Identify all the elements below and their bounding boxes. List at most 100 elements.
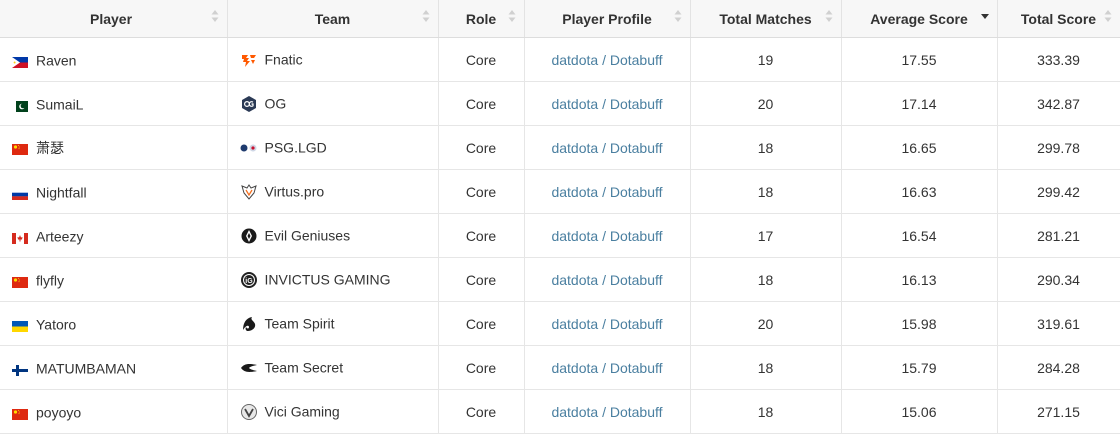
datdota-link[interactable]: datdota (551, 359, 599, 376)
table-row: flyfly iG INVICTUS GAMING Core datdota / Dot… (0, 257, 1120, 302)
player-cell: Raven (0, 37, 228, 82)
datdota-link[interactable]: datdota (551, 403, 599, 420)
table-row: poyoyo Vici Gaming Core datdota / Dotabuff 1… (0, 389, 1120, 434)
table-row: MATUMBAMAN Team Secret Core datdota / Dotab… (0, 345, 1120, 390)
player-cell: Arteezy (0, 213, 228, 258)
role-cell: Core (438, 345, 525, 390)
total-matches-cell: 18 (690, 169, 842, 214)
team-name: Team Spirit (264, 315, 335, 332)
total-matches-cell: 19 (690, 37, 842, 82)
role-cell: Core (438, 125, 525, 170)
finland-flag-icon (12, 363, 28, 376)
column-header-average-score[interactable]: Average Score (841, 0, 998, 38)
role-cell: Core (438, 169, 525, 214)
sort-icon[interactable] (1104, 9, 1112, 23)
table-row: Raven Fnatic Core datdota / Dotabuff 19 17.55… (0, 37, 1120, 82)
team-spirit-logo-icon (240, 315, 258, 333)
player-cell: flyfly (0, 257, 228, 302)
link-separator: / (598, 359, 610, 376)
dotabuff-link[interactable]: Dotabuff (609, 315, 663, 332)
column-header-total-matches[interactable]: Total Matches (690, 0, 842, 38)
sort-icon[interactable] (674, 9, 682, 23)
team-name: Team Secret (264, 359, 344, 376)
sort-icon[interactable] (211, 9, 219, 23)
dotabuff-link[interactable]: Dotabuff (609, 51, 663, 68)
dotabuff-link[interactable]: Dotabuff (609, 139, 663, 156)
datdota-link[interactable]: datdota (551, 227, 599, 244)
player-profile-cell: datdota / Dotabuff (524, 345, 691, 390)
dotabuff-link[interactable]: Dotabuff (609, 95, 663, 112)
pakistan-flag-icon (12, 99, 28, 112)
svg-text:iG: iG (245, 278, 253, 285)
sort-icon[interactable] (422, 9, 430, 23)
player-name: Arteezy (36, 228, 84, 245)
column-header-label: Team (314, 10, 351, 27)
sort-icon[interactable] (508, 9, 516, 23)
datdota-link[interactable]: datdota (551, 139, 599, 156)
team-cell: Virtus.pro (227, 169, 439, 214)
link-separator: / (598, 315, 610, 332)
table-row: Arteezy Evil Geniuses Core datdota / Dotabu… (0, 213, 1120, 258)
total-matches-cell: 20 (690, 81, 842, 126)
column-header-label: Player (90, 10, 133, 27)
team-cell: Team Secret (227, 345, 439, 390)
column-header-team[interactable]: Team (227, 0, 439, 38)
datdota-link[interactable]: datdota (551, 315, 599, 332)
table-row: Nightfall Virtus.pro Core datdota / Dotabuf… (0, 169, 1120, 214)
column-header-role[interactable]: Role (438, 0, 525, 38)
link-separator: / (598, 139, 610, 156)
role-cell: Core (438, 81, 525, 126)
team-secret-logo-icon (240, 359, 258, 377)
player-cell: poyoyo (0, 389, 228, 434)
china-flag-icon (12, 407, 28, 420)
sort-icon[interactable] (825, 9, 833, 23)
total-score-cell: 333.39 (997, 37, 1120, 82)
link-separator: / (598, 403, 610, 420)
dotabuff-link[interactable]: Dotabuff (609, 271, 663, 288)
average-score-cell: 16.13 (841, 257, 998, 302)
total-score-cell: 281.21 (997, 213, 1120, 258)
datdota-link[interactable]: datdota (551, 95, 599, 112)
role-cell: Core (438, 301, 525, 346)
column-header-label: Average Score (870, 10, 968, 27)
column-header-player-profile[interactable]: Player Profile (524, 0, 691, 38)
team-name: PSG.LGD (264, 139, 327, 156)
dotabuff-link[interactable]: Dotabuff (609, 227, 663, 244)
column-header-label: Role (465, 10, 497, 27)
psg-lgd-logo-icon (240, 139, 258, 157)
player-profile-cell: datdota / Dotabuff (524, 37, 691, 82)
datdota-link[interactable]: datdota (551, 183, 599, 200)
player-cell: 萧瑟 (0, 125, 228, 170)
team-name: Fnatic (264, 51, 303, 68)
dotabuff-link[interactable]: Dotabuff (609, 183, 663, 200)
sort-icon[interactable] (980, 9, 989, 23)
player-profile-cell: datdota / Dotabuff (524, 125, 691, 170)
total-score-cell: 299.78 (997, 125, 1120, 170)
player-name: flyfly (36, 272, 64, 289)
player-profile-cell: datdota / Dotabuff (524, 81, 691, 126)
average-score-cell: 15.98 (841, 301, 998, 346)
dotabuff-link[interactable]: Dotabuff (609, 403, 663, 420)
team-cell: Team Spirit (227, 301, 439, 346)
china-flag-icon (12, 275, 28, 288)
dotabuff-link[interactable]: Dotabuff (609, 359, 663, 376)
og-logo-icon (240, 95, 258, 113)
team-cell: iG INVICTUS GAMING (227, 257, 439, 302)
total-matches-cell: 17 (690, 213, 842, 258)
total-matches-cell: 18 (690, 257, 842, 302)
column-header-player[interactable]: Player (0, 0, 228, 38)
datdota-link[interactable]: datdota (551, 51, 599, 68)
total-score-cell: 271.15 (997, 389, 1120, 434)
player-profile-cell: datdota / Dotabuff (524, 213, 691, 258)
datdota-link[interactable]: datdota (551, 271, 599, 288)
team-cell: Fnatic (227, 37, 439, 82)
player-name: 萧瑟 (36, 139, 64, 156)
player-cell: Nightfall (0, 169, 228, 214)
role-cell: Core (438, 213, 525, 258)
average-score-cell: 16.54 (841, 213, 998, 258)
total-score-cell: 284.28 (997, 345, 1120, 390)
column-header-total-score[interactable]: Total Score (997, 0, 1120, 38)
table-header-row: Player Team Role Player Profile Total Ma… (0, 0, 1120, 38)
player-name: Yatoro (36, 316, 77, 333)
team-cell: PSG.LGD (227, 125, 439, 170)
